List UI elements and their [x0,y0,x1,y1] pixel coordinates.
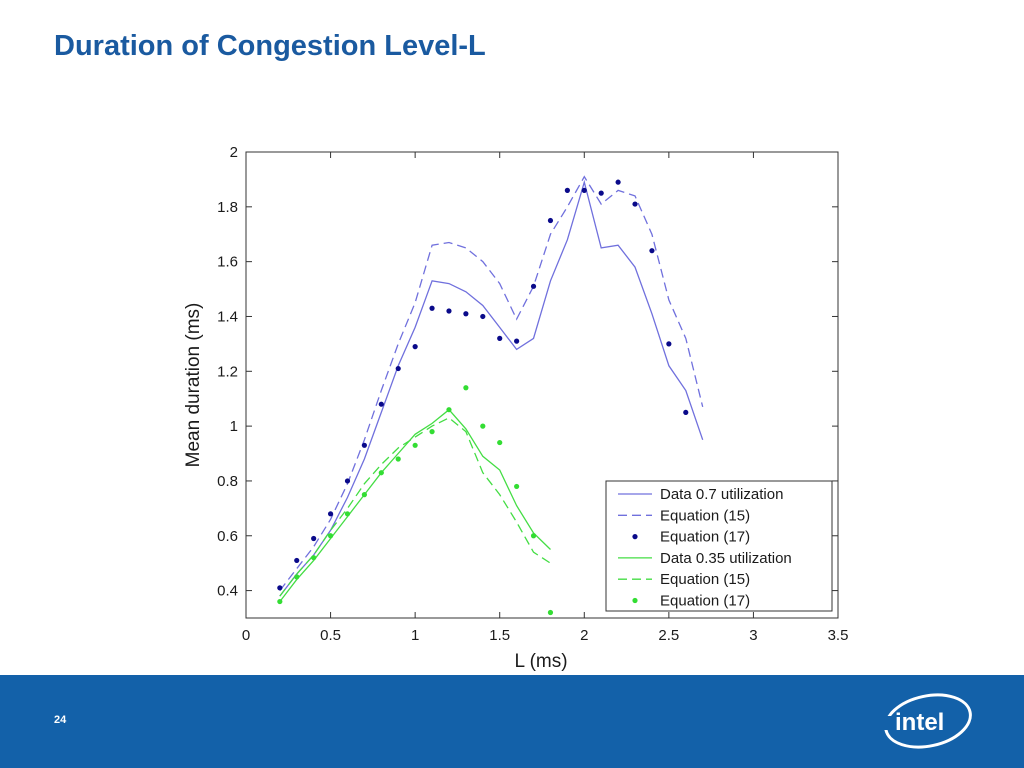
series-0 [279,179,704,597]
legend-box [605,480,833,612]
data-point [344,478,351,484]
y-tick-label: 0.4 [217,583,238,600]
data-point [632,201,638,207]
data-point [446,407,452,413]
x-tick-label: 0 [242,627,250,644]
series-line [279,175,704,591]
x-tick-label: 0.5 [320,627,341,644]
data-point [378,401,384,407]
series-4 [279,417,551,597]
y-tick-label: 1.2 [217,363,238,380]
legend-swatch [632,597,638,604]
data-point [598,190,604,196]
data-point [683,409,689,416]
y-tick-label: 1.6 [217,254,238,271]
y-tick-label: 0.6 [217,528,238,545]
y-tick-label: 2 [230,144,238,161]
data-point [649,248,655,254]
axis-ticks: 0 0.5 1 1.5 2 2.5 3 3.5 0.4 0.6 0.8 1 1.2 1.4 1.6 1.8 2 [217,144,848,644]
y-tick-label: 1.8 [217,199,238,216]
y-axis-label: Mean duration (ms) [183,303,204,468]
series-line [279,179,704,597]
page-number: 24 [54,714,67,726]
x-tick-label: 3 [749,627,757,644]
legend-entry: Equation (17) [660,529,750,546]
data-point [666,341,672,347]
series-1 [279,175,704,591]
intel-logo: intel [882,693,972,749]
data-point [412,442,418,448]
data-point [395,365,401,372]
data-point [530,533,537,539]
data-point [378,470,384,476]
data-point [361,492,367,498]
series-line [279,408,551,602]
footer-bar [0,675,1024,768]
x-tick-label: 2 [580,627,588,644]
data-point [547,217,554,224]
data-point [547,609,554,616]
data-point [480,313,486,320]
data-point [530,283,537,289]
series-5 [277,385,554,616]
y-tick-label: 1.4 [217,308,238,325]
series-2 [277,179,689,591]
data-point [327,511,334,517]
data-point [395,456,401,462]
series-layer [277,175,704,616]
data-point [497,335,503,341]
x-tick-label: 3.5 [828,627,849,644]
data-point [463,385,469,391]
data-point [564,187,570,193]
series-3 [279,408,551,602]
data-point [294,574,300,580]
data-point [581,187,587,193]
intel-logo-text: intel [895,709,944,736]
data-point [327,533,334,539]
data-point [361,442,367,448]
legend-entry: Data 0.35 utilization [660,550,792,567]
legend-swatch [632,534,638,540]
x-tick-label: 1 [411,627,419,644]
data-point [294,557,300,564]
mean-duration-chart: 0 0.5 1 1.5 2 2.5 3 3.50.40.60.811.21.41.61.82 … [183,144,848,672]
x-tick-label: 1.5 [489,627,510,644]
data-point [344,511,351,517]
y-tick-label: 1 [230,418,238,435]
legend-entry: Equation (15) [660,507,750,524]
data-point [311,555,317,561]
slide-title: Duration of Congestion Level-L [54,30,486,62]
data-point [311,535,317,542]
legend-entry: Data 0.7 utilization [660,486,783,503]
data-point [277,585,283,591]
x-tick-label: 2.5 [658,627,679,644]
data-point [497,439,503,446]
data-point [446,308,452,314]
legend-entry: Equation (17) [660,593,750,610]
data-point [277,598,283,605]
chart-legend: Data 0.7 utilization Equation (15) Equatio… [605,480,833,612]
data-point [514,338,520,344]
series-line [279,417,551,597]
y-tick-label: 0.8 [217,473,238,490]
data-point [429,429,435,435]
data-point [480,423,486,429]
legend-entry: Equation (15) [660,571,750,588]
data-point [514,483,520,490]
data-point [429,305,435,311]
data-point [463,311,469,317]
data-point [615,179,621,185]
data-point [412,344,418,350]
x-axis-label: L (ms) [514,651,567,672]
